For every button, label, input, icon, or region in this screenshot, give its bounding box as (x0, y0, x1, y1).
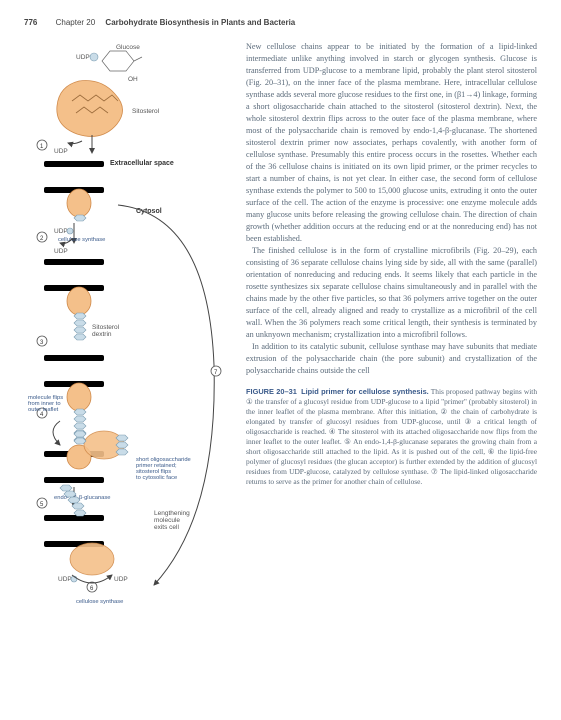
figure-column: Glucose OH UDP Sitosterol 1 UDP Extr (24, 41, 234, 661)
label-cellulose-synthase-2: cellulose synthase (76, 599, 123, 605)
glucose-structure-icon: OH (102, 51, 142, 83)
svg-text:OH: OH (128, 76, 138, 83)
figure-20-31: Glucose OH UDP Sitosterol 1 UDP Extr (24, 41, 234, 661)
sitosterol-blob-icon (57, 81, 123, 137)
body-paragraph-1: New cellulose chains appear to be initia… (246, 41, 537, 245)
label-endo-glucanase: endo-1,4-β-glucanase (54, 495, 111, 501)
caption-title: Lipid primer for cellulose synthesis. (301, 387, 429, 396)
cellulose-synthase-icon (70, 543, 114, 575)
chapter-label: Chapter 20 (56, 18, 96, 27)
label-sitosterol-dextrin: Sitosteroldextrin (92, 324, 120, 338)
body-paragraph-3: In addition to its catalytic subunit, ce… (246, 341, 537, 377)
page-header: 776 Chapter 20 Carbohydrate Biosynthesis… (24, 18, 537, 27)
label-sitosterol: Sitosterol (132, 108, 160, 115)
figure-caption: FIGURE 20–31 Lipid primer for cellulose … (246, 387, 537, 487)
label-udp6a: UDP (58, 576, 72, 583)
label-cellulose-synthase-1: cellulose synthase (58, 237, 105, 243)
label-udp2: UDP (54, 148, 68, 155)
label-udp-top: UDP (76, 54, 90, 61)
caption-body: This proposed pathway begins with ① the … (246, 387, 537, 486)
label-udp3a: UDP (54, 228, 68, 235)
label-lengthening: Lengthening molecule exits cell (154, 510, 192, 531)
text-column: New cellulose chains appear to be initia… (246, 41, 537, 661)
oligosaccharide-icon (74, 313, 86, 340)
label-glucose: Glucose (116, 44, 140, 51)
label-molecule-flips: molecule flips from inner to outer leafl… (28, 395, 65, 413)
body-paragraph-2: The finished cellulose is in the form of… (246, 245, 537, 341)
page-number: 776 (24, 18, 37, 27)
label-udp6b: UDP (114, 576, 128, 583)
label-udp3b: UDP (54, 248, 68, 255)
chapter-title: Carbohydrate Biosynthesis in Plants and … (105, 18, 295, 27)
content-row: Glucose OH UDP Sitosterol 1 UDP Extr (24, 41, 537, 661)
sitosterol-embedded-icon (67, 189, 91, 217)
label-extracellular: Extracellular space (110, 160, 174, 167)
caption-label: FIGURE 20–31 (246, 387, 297, 396)
udp-dot-icon (90, 53, 98, 61)
label-short-oligo: short oligosaccharide primer retained; s… (136, 457, 192, 481)
